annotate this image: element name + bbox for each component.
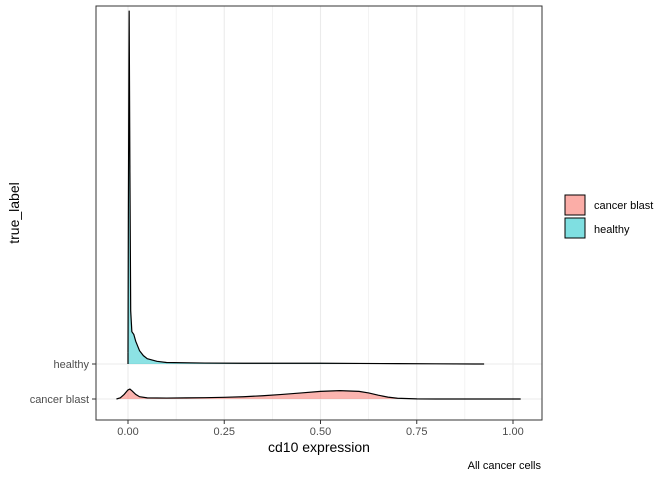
density-area-cancer-blast xyxy=(116,389,521,399)
y-tick-label-0: cancer blast xyxy=(30,394,89,406)
x-tick-label-1: 0.25 xyxy=(214,426,235,438)
legend-key-healthy xyxy=(564,217,586,239)
x-tick-label-3: 0.75 xyxy=(406,426,427,438)
x-axis: 0.00 0.25 0.50 0.75 1.00 xyxy=(117,420,524,438)
x-tick-label-4: 1.00 xyxy=(502,426,523,438)
density-line-healthy xyxy=(127,10,485,365)
x-tick-label-0: 0.00 xyxy=(117,426,138,438)
y-axis-title: true_label xyxy=(6,182,22,244)
plot-panel xyxy=(96,6,542,420)
density-line-cancer-blast xyxy=(116,388,521,400)
legend: cancer blast healthy xyxy=(564,194,653,239)
x-axis-title: cd10 expression xyxy=(268,439,370,455)
x-tick-label-2: 0.50 xyxy=(310,426,331,438)
density-curves xyxy=(116,10,521,400)
legend-label-cancer-blast: cancer blast xyxy=(594,200,653,212)
legend-key-cancer-blast xyxy=(564,194,586,216)
y-axis: cancer blast healthy xyxy=(30,359,96,406)
caption: All cancer cells xyxy=(468,460,542,472)
legend-label-healthy: healthy xyxy=(594,224,630,236)
y-tick-label-1: healthy xyxy=(54,359,90,371)
panel-border xyxy=(95,5,543,421)
